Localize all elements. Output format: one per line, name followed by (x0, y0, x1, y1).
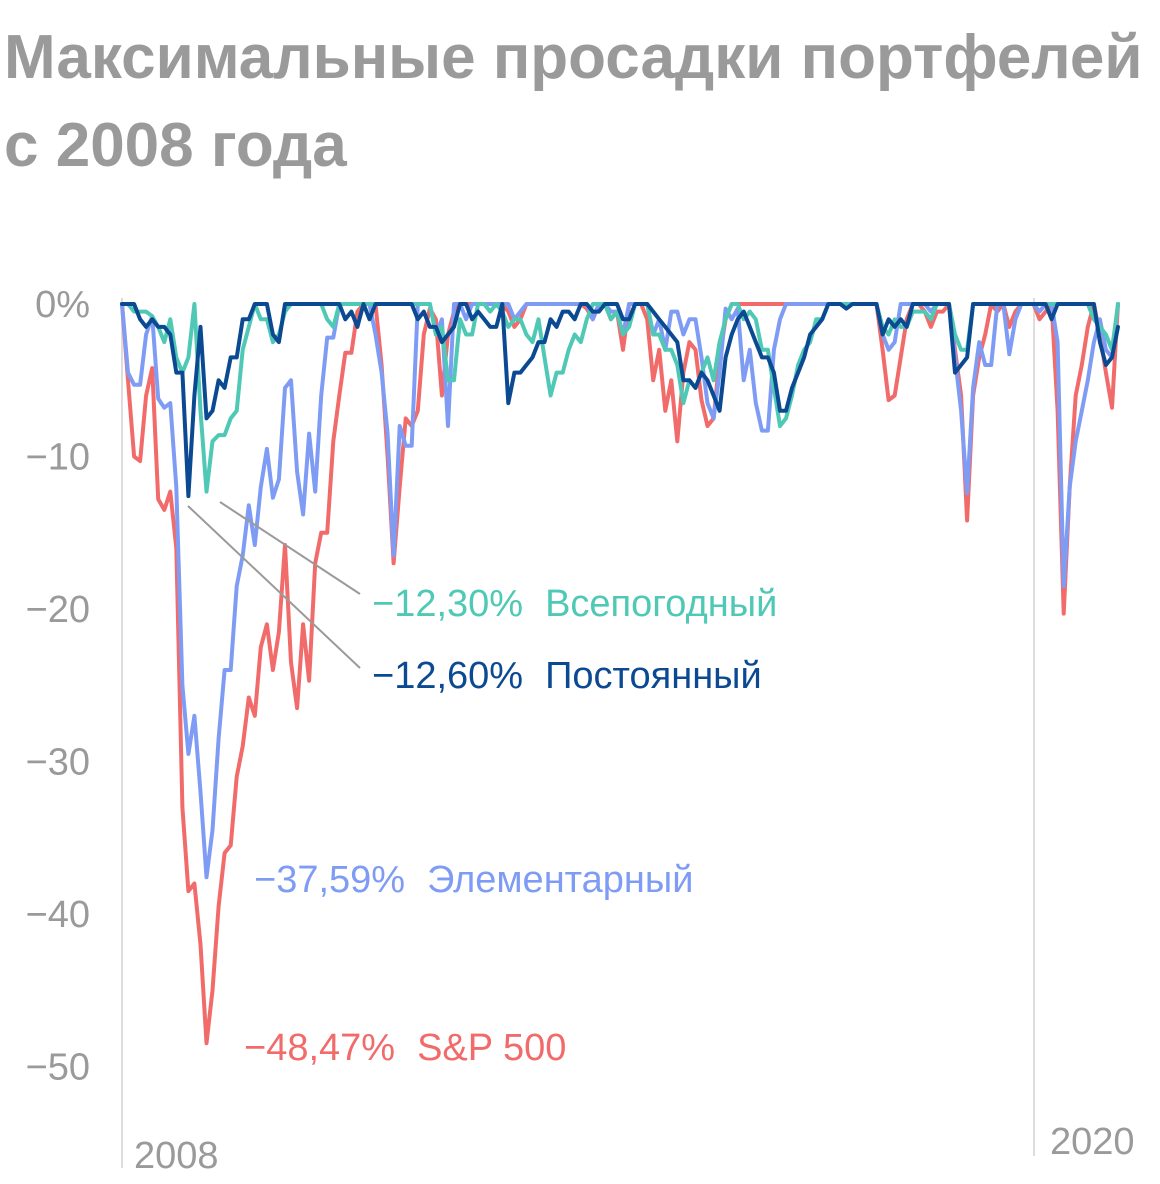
y-tick-label: −30 (26, 742, 90, 784)
annotation-value: −37,59% (254, 859, 405, 901)
annotation-value: −12,30% (372, 583, 523, 625)
leader-line (187, 505, 361, 669)
y-tick-label: −10 (26, 437, 90, 479)
annotation-label: −48,47% S&P 500 (244, 1027, 566, 1069)
annotation-series-name: Постоянный (545, 655, 762, 697)
y-tick-label: −40 (26, 894, 90, 936)
annotation-series-name: Элементарный (427, 859, 693, 901)
y-tick-label: −50 (26, 1047, 90, 1089)
x-tick-label: 2008 (134, 1135, 219, 1177)
annotations: −12,30% Всепогодный −12,60% Постоянный −37,5… (187, 501, 777, 1069)
annotation-series-name: Всепогодный (545, 583, 777, 625)
annotation-series-name: S&P 500 (417, 1027, 566, 1069)
y-tick-label: 0% (35, 284, 90, 326)
annotation-value: −48,47% (244, 1027, 395, 1069)
annotation-label: −12,60% Постоянный (372, 655, 762, 697)
annotation-value: −12,60% (372, 655, 523, 697)
chart-title: Максимальные просадки портфелей с 2008 г… (4, 23, 1143, 180)
tick-labels: 0% −10 −20 −30 −40 −50 2008 2020 (26, 284, 1135, 1177)
series-lines (120, 302, 1120, 1046)
series-line-permanent (120, 302, 1120, 499)
annotation-label: −37,59% Элементарный (254, 859, 693, 901)
x-tick-label: 2020 (1050, 1121, 1135, 1163)
y-tick-label: −20 (26, 589, 90, 631)
axes (121, 298, 1035, 1168)
leader-line (219, 501, 361, 595)
annotation-label: −12,30% Всепогодный (372, 583, 777, 625)
